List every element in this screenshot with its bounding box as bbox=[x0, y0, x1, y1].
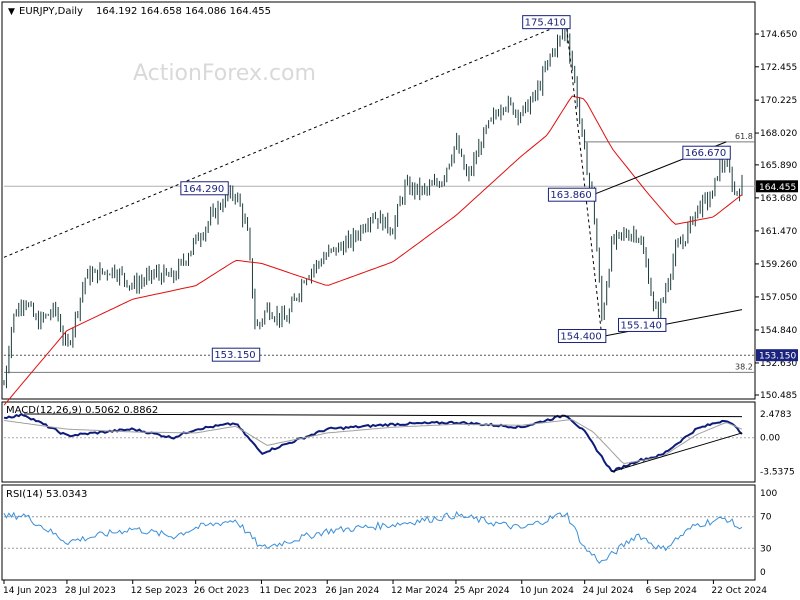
price-axis-label: 161.470 bbox=[760, 227, 797, 237]
time-axis: 14 Jun 2023 28 Jul 2023 12 Sep 2023 26 Oct … bbox=[3, 580, 767, 596]
macd-series-signal bbox=[3, 419, 743, 465]
rsi-axis-label: 100 bbox=[760, 489, 777, 499]
rsi-axis-label: 70 bbox=[760, 513, 772, 523]
time-axis-label: 12 Mar 2024 bbox=[391, 586, 448, 596]
price-grid-lines: 61.8 38.2 bbox=[4, 132, 755, 373]
price-candles bbox=[3, 24, 743, 389]
macd-axis-label: 2.4783 bbox=[760, 410, 792, 420]
price-axis-label: 159.260 bbox=[760, 260, 797, 270]
price-annotation-163-860: 163.860 bbox=[547, 187, 597, 202]
price-panel-frame bbox=[1, 1, 756, 400]
price-annotation-box bbox=[557, 329, 607, 344]
fib-label-61-8: 61.8 bbox=[735, 132, 753, 141]
support-price-tag-bg bbox=[756, 349, 798, 362]
time-axis-label: 6 Sep 2024 bbox=[646, 586, 698, 596]
price-y-axis: 174.650 172.455 170.225 168.020 165.890 163.6… bbox=[755, 30, 798, 401]
time-axis-label: 28 Jul 2023 bbox=[65, 586, 116, 596]
price-axis-label: 157.050 bbox=[760, 293, 797, 303]
price-annotation-box bbox=[618, 317, 667, 332]
macd-axis-label: -3.5375 bbox=[760, 468, 795, 478]
price-axis-label: 165.890 bbox=[760, 161, 797, 171]
price-annotation-label: 164.290 bbox=[183, 184, 224, 195]
price-annotation-175-410: 175.410 bbox=[522, 15, 571, 30]
fib-label-38-2: 38.2 bbox=[735, 362, 753, 371]
price-axis-label: 152.630 bbox=[760, 359, 797, 369]
rsi-panel-title: RSI(14) 53.0343 bbox=[6, 489, 87, 500]
current-price-tag: 164.455 bbox=[756, 180, 798, 193]
rsi-axis-label: 0 bbox=[760, 568, 766, 578]
watermark-text: ActionForex.com bbox=[133, 61, 316, 86]
price-annotation-label: 155.140 bbox=[621, 320, 662, 331]
time-axis-label: 24 Jul 2024 bbox=[583, 586, 634, 596]
moving-average-line bbox=[3, 95, 743, 406]
macd-trendline-1 bbox=[611, 432, 743, 473]
price-annotation-label: 153.150 bbox=[214, 350, 255, 361]
current-price-tag-text: 164.455 bbox=[759, 183, 796, 193]
time-axis-label: 12 Sep 2023 bbox=[131, 586, 188, 596]
time-axis-label: 25 Apr 2024 bbox=[454, 586, 510, 596]
price-axis-label: 174.650 bbox=[760, 30, 797, 40]
price-annotation-label: 166.670 bbox=[685, 148, 726, 159]
price-annotation-155-140: 155.140 bbox=[618, 317, 667, 332]
macd-layer: 2.4783 0.00 -3.5375 bbox=[3, 410, 795, 478]
price-annotations: 175.410 164.290 153.150 163.860 154.400 155.1… bbox=[180, 15, 731, 362]
time-axis-label: 26 Oct 2023 bbox=[194, 586, 250, 596]
macd-panel-title: MACD(12,26,9) 0.5062 0.8862 bbox=[6, 405, 158, 416]
price-axis-label: 150.485 bbox=[760, 391, 797, 401]
macd-trendline-0 bbox=[24, 413, 743, 418]
price-annotation-box bbox=[522, 15, 571, 30]
rsi-panel-frame bbox=[1, 484, 756, 581]
price-annotation-label: 154.400 bbox=[560, 332, 601, 343]
rsi-line bbox=[3, 510, 743, 564]
time-axis-label: 10 Jun 2024 bbox=[520, 586, 574, 596]
price-collapse-icon: ▼ bbox=[8, 7, 15, 17]
price-trendline-1 bbox=[565, 22, 603, 337]
price-axis-label: 170.225 bbox=[760, 96, 797, 106]
price-axis-label: 154.840 bbox=[760, 326, 797, 336]
rsi-layer: 100 70 30 0 bbox=[3, 489, 777, 578]
price-annotation-label: 163.860 bbox=[550, 190, 591, 201]
price-axis-label: 172.455 bbox=[760, 63, 797, 73]
price-trendline-3 bbox=[601, 309, 743, 338]
macd-panel-frame bbox=[1, 401, 756, 483]
time-axis-label: 14 Jun 2023 bbox=[3, 586, 57, 596]
price-annotation-166-670: 166.670 bbox=[682, 145, 731, 160]
price-axis-label: 168.020 bbox=[760, 129, 797, 139]
price-annotation-label: 175.410 bbox=[525, 18, 566, 29]
price-panel-title: EURJPY,Daily bbox=[19, 6, 83, 17]
support-price-tag: 153.150 bbox=[756, 349, 798, 362]
price-annotation-box bbox=[211, 347, 261, 362]
price-axis-label: 163.680 bbox=[760, 194, 797, 204]
support-price-tag-text: 153.150 bbox=[759, 352, 796, 362]
price-annotation-153-150: 153.150 bbox=[211, 347, 261, 362]
price-annotation-154-400: 154.400 bbox=[557, 329, 607, 344]
time-axis-label: 26 Jan 2024 bbox=[325, 586, 379, 596]
macd-series-macd bbox=[3, 412, 743, 473]
price-annotation-164-290: 164.290 bbox=[180, 181, 229, 196]
price-annotation-box bbox=[547, 187, 597, 202]
time-axis-label: 11 Dec 2023 bbox=[259, 586, 317, 596]
price-annotation-box bbox=[180, 181, 229, 196]
macd-axis-label: 0.00 bbox=[760, 434, 780, 444]
rsi-axis-label: 30 bbox=[760, 544, 772, 554]
time-axis-label: 22 Oct 2024 bbox=[711, 586, 767, 596]
current-price-tag-bg bbox=[756, 180, 798, 193]
price-annotation-box bbox=[682, 145, 731, 160]
price-ohlc-readout: 164.192 164.658 164.086 164.455 bbox=[96, 6, 271, 17]
